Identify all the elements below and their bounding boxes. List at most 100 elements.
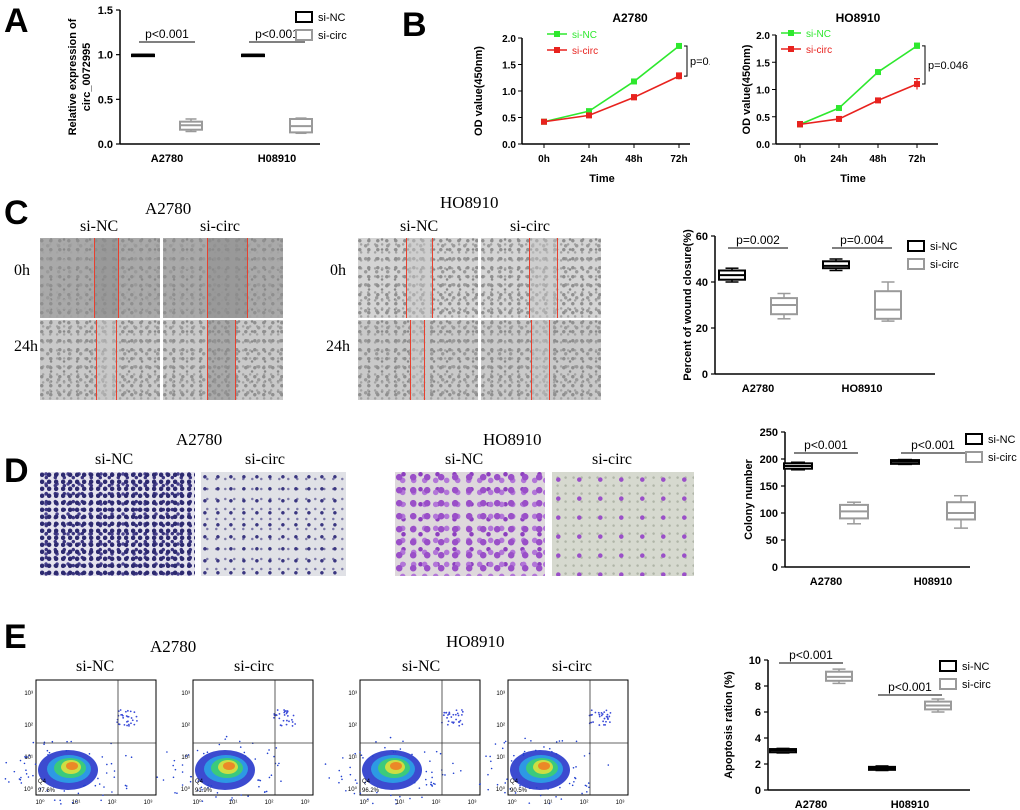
cell-dot	[548, 747, 551, 750]
wound-image-a2780-sinc-0h	[40, 238, 160, 318]
flow-x-tick-label: 10³	[301, 800, 310, 806]
y-tick-label: 2.0	[502, 34, 516, 45]
cell-dot	[224, 738, 227, 740]
y-tick-label: 10	[749, 655, 761, 667]
x-tick-label: A2780	[742, 383, 774, 395]
flow-y-tick-label: 10²	[348, 723, 357, 729]
cell-dot	[65, 750, 68, 752]
cell-dot	[123, 723, 126, 726]
cell-dot	[558, 740, 561, 742]
cell-dot	[600, 714, 603, 717]
data-point-si-NC	[875, 69, 881, 76]
data-point-si-circ	[875, 97, 881, 104]
cell-dot	[130, 722, 132, 725]
y-axis-label: Percent of wound closure(%)	[682, 229, 694, 381]
cell-dot	[60, 803, 62, 805]
cell-dot	[273, 755, 275, 758]
quadrant-label: Q4	[362, 779, 371, 785]
cell-dot	[411, 753, 413, 756]
cell-dot	[364, 781, 366, 784]
data-point-si-circ	[676, 73, 682, 80]
cell-dot	[506, 778, 508, 780]
cell-dot	[32, 741, 35, 744]
cell-dot	[424, 778, 427, 781]
cell-dot	[270, 774, 273, 777]
cell-dot	[598, 715, 601, 718]
c-row-label-0h-a: 0h	[14, 262, 30, 279]
data-point-si-circ	[631, 94, 637, 101]
box-si-circ	[946, 501, 976, 521]
cell-dot	[23, 762, 26, 765]
cell-dot	[53, 799, 56, 801]
cell-dot	[88, 753, 91, 755]
cell-dot	[225, 735, 228, 738]
cell-dot	[174, 768, 177, 771]
cell-dot	[501, 747, 504, 750]
flow-y-tick-label: 10⁰	[181, 786, 191, 793]
cell-dot	[560, 798, 563, 800]
cell-dot	[432, 782, 435, 785]
cell-dot	[394, 798, 397, 801]
legend-swatch-si-circ	[939, 678, 957, 690]
significance-bracket	[684, 45, 688, 77]
cell-dot	[460, 713, 463, 716]
cell-dot	[247, 795, 249, 798]
cell-dot	[460, 770, 462, 772]
legend-label: si-NC	[806, 29, 831, 40]
cell-dot	[268, 749, 270, 751]
cell-density	[223, 762, 235, 770]
cell-dot	[457, 714, 460, 717]
cell-dot	[603, 711, 606, 714]
cell-dot	[215, 796, 217, 798]
cell-dot	[133, 723, 136, 726]
cell-dot	[452, 722, 455, 724]
cell-dot	[265, 790, 268, 793]
cell-dot	[359, 792, 362, 795]
colony-image-ho8910-sinc	[395, 472, 545, 576]
cell-dot	[539, 794, 542, 797]
cell-dot	[118, 723, 121, 726]
flow-x-tick-label: 10¹	[229, 800, 238, 806]
cell-dot	[606, 715, 609, 718]
cell-density	[538, 762, 550, 770]
cell-dot	[130, 717, 133, 719]
c-col-label-4: si-circ	[510, 218, 550, 235]
legend-label: si-NC	[930, 241, 958, 253]
series-line-si-circ	[543, 75, 680, 123]
cell-dot	[288, 720, 290, 723]
cell-dot	[278, 762, 280, 765]
cell-dot	[607, 764, 610, 766]
cell-dot	[395, 803, 397, 805]
legend-label: si-circ	[318, 30, 347, 42]
cell-dot	[94, 784, 97, 787]
cell-dot	[124, 710, 127, 713]
cell-dot	[601, 713, 604, 715]
cell-dot	[590, 714, 593, 716]
cell-dot	[555, 795, 557, 798]
cell-dot	[294, 723, 297, 725]
c-title-ho8910: HO8910	[440, 193, 499, 212]
cell-dot	[446, 723, 449, 726]
y-axis-label: OD value(450nm)	[473, 46, 485, 136]
cell-dot	[43, 743, 45, 745]
cell-dot	[375, 741, 377, 743]
cell-dot	[460, 709, 463, 711]
cell-dot	[19, 778, 22, 781]
cell-dot	[71, 801, 74, 804]
cell-dot	[230, 799, 233, 801]
cell-dot	[206, 751, 209, 754]
x-tick-label: A2780	[810, 576, 842, 588]
cell-dot	[324, 763, 327, 765]
cell-dot	[434, 783, 436, 785]
cell-dot	[111, 791, 113, 793]
y-axis-label: circ_0072995	[81, 43, 93, 112]
cell-dot	[172, 776, 175, 779]
cell-dot	[448, 711, 451, 714]
d-col-label-1: si-NC	[95, 451, 134, 468]
flow-x-tick-label: 10²	[580, 800, 589, 806]
cell-dot	[20, 776, 22, 779]
cell-dot	[291, 725, 294, 727]
cell-dot	[84, 784, 86, 787]
cell-dot	[606, 713, 609, 716]
cell-dot	[181, 771, 184, 773]
